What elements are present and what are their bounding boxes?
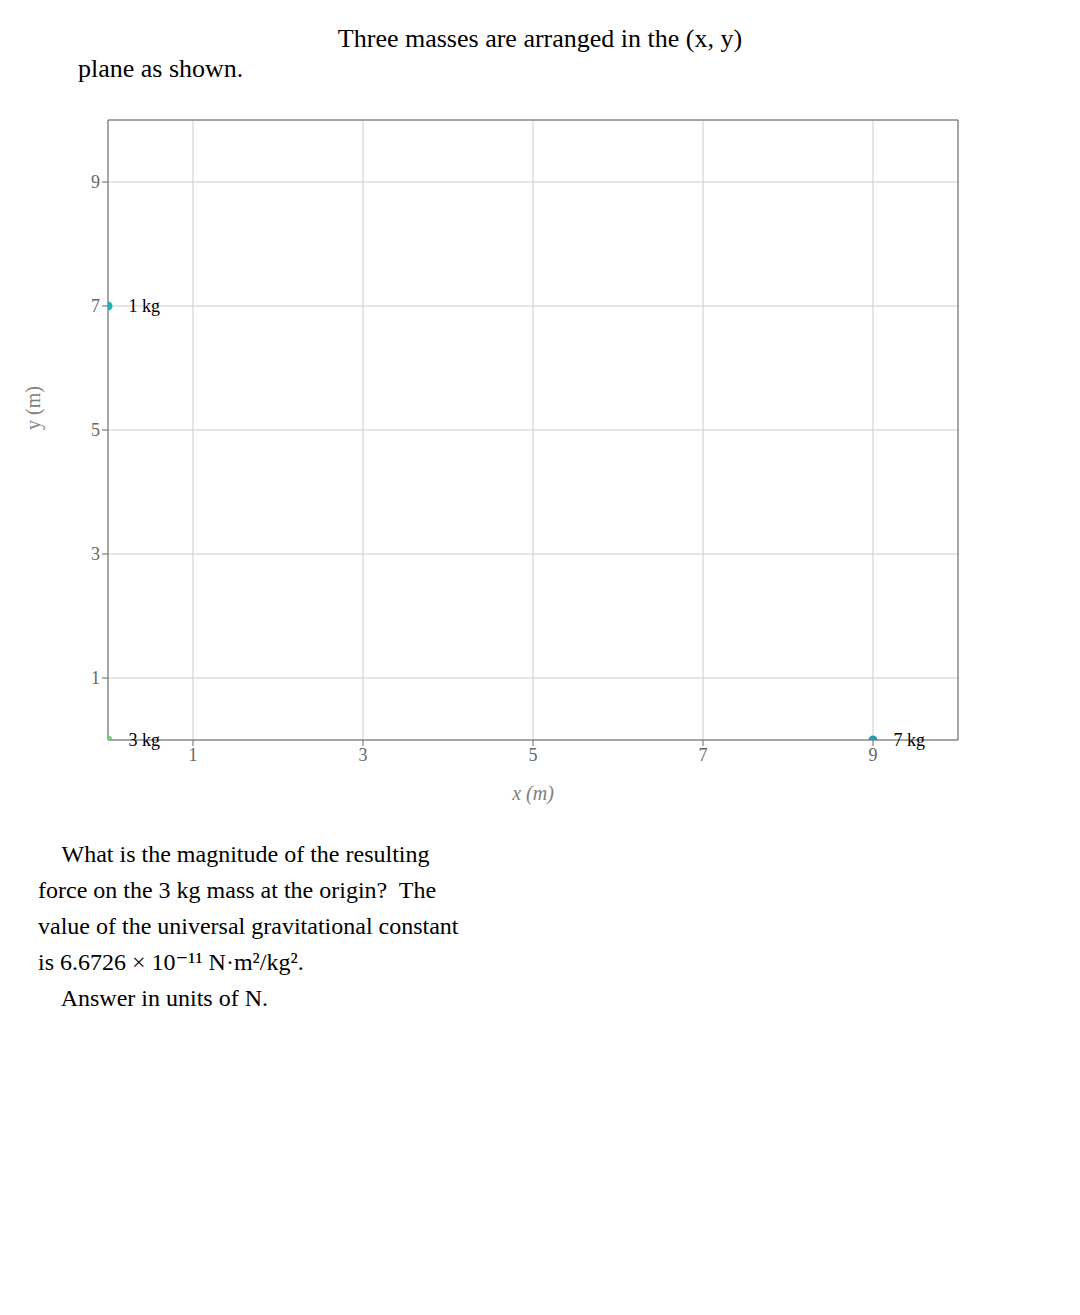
svg-text:3 kg: 3 kg [129,730,161,750]
html-text:force on the 3 kg mass at the: force on the 3 kg mass at the origin? Th… [38,877,437,903]
svg-text:9: 9 [869,745,878,765]
svg-text:1: 1 [189,745,198,765]
html-text:What is the magnitude of the r: What is the magnitude of the resulting [38,841,430,867]
svg-text:3: 3 [359,745,368,765]
svg-text:7: 7 [699,745,708,765]
html-text:value of the universal gravita: value of the universal gravitational con… [38,913,459,939]
svg-text:1 kg: 1 kg [129,296,161,316]
svg-text:9: 9 [91,172,100,192]
svg-text:7: 7 [91,296,100,316]
svg-text:y (m): y (m) [22,386,45,430]
svg-text:5: 5 [529,745,538,765]
svg-text:7 kg: 7 kg [894,730,926,750]
svg-text:3: 3 [91,544,100,564]
html-text:plane as shown.: plane as shown. [78,54,244,83]
svg-text:5: 5 [91,420,100,440]
svg-text:1: 1 [91,668,100,688]
html-text:is 6.6726 × 10⁻¹¹ N·m²/kg².: is 6.6726 × 10⁻¹¹ N·m²/kg². [38,949,304,975]
html-text:Three masses are arranged in t: Three masses are arranged in the (x, y) [337,24,743,53]
html-text:Answer in units of N.: Answer in units of N. [38,985,268,1011]
svg-text:x (m): x (m) [511,782,554,805]
